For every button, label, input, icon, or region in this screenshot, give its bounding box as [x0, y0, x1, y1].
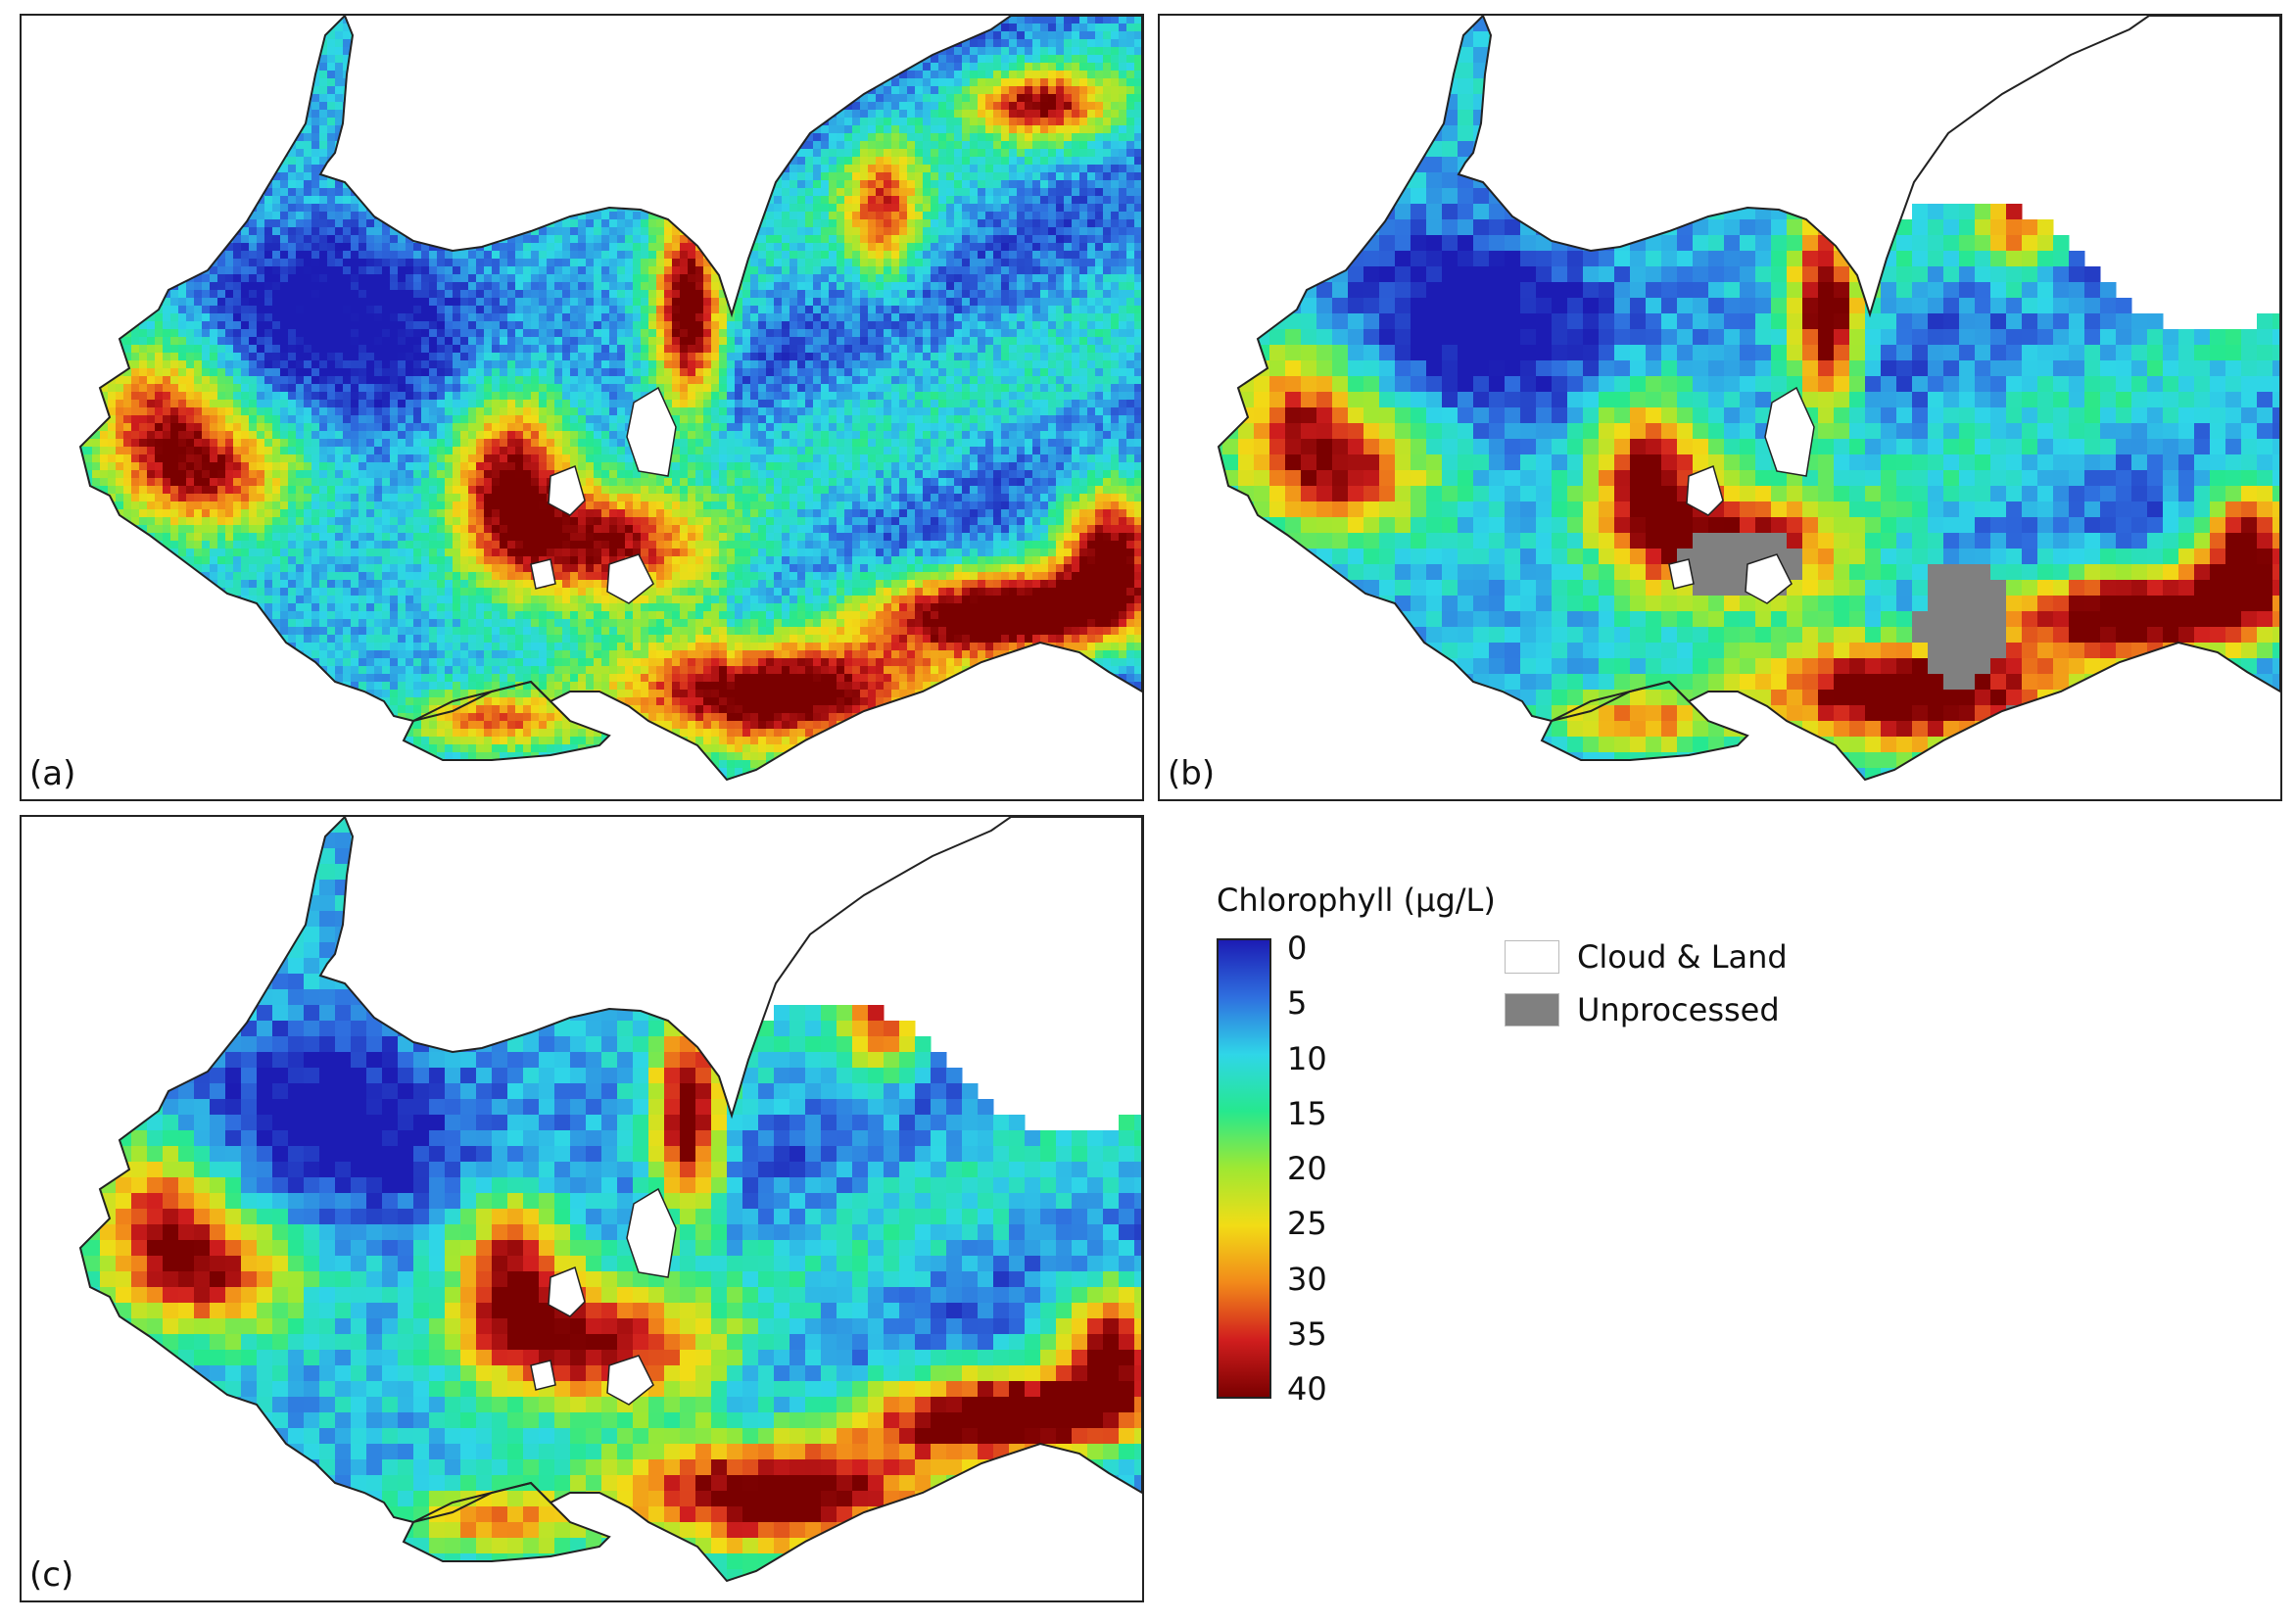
chlorophyll-raster-a [80, 16, 1142, 780]
colorbar-tick-20: 20 [1287, 1153, 1327, 1184]
lake-shoreline [78, 16, 1142, 782]
colorbar-tick-10: 10 [1287, 1043, 1327, 1074]
unprocessed-label: Unprocessed [1577, 991, 1780, 1028]
island-3 [606, 553, 654, 604]
chlorophyll-raster-c [80, 817, 1142, 1581]
chlorophyll-raster-b [1219, 16, 2280, 780]
legend-title: Chlorophyll (µg/L) [1217, 882, 1496, 919]
island-4 [530, 1360, 556, 1391]
cloud-land-swatch [1505, 940, 1559, 974]
island-3 [1745, 553, 1793, 604]
colorbar-tick-15: 15 [1287, 1098, 1327, 1129]
island-4 [530, 558, 556, 590]
panel-label-b: (b) [1168, 754, 1215, 793]
panel-label-c: (c) [29, 1555, 73, 1595]
map-panel-c: (c) [20, 815, 1144, 1602]
legend-key-cloud-land: Cloud & Land [1505, 938, 1788, 976]
colorbar-tick-35: 35 [1287, 1318, 1327, 1350]
panel-label-a: (a) [29, 754, 75, 793]
island-2 [548, 1265, 586, 1317]
bay-shoreline [1540, 680, 1749, 761]
map-legend: Chlorophyll (µg/L) 0 5 10 15 20 25 30 35 40 Clou… [1213, 882, 1898, 1430]
lake-shoreline [1217, 16, 2280, 782]
chlorophyll-map-a [78, 16, 1142, 782]
island-2 [548, 464, 586, 516]
colorbar-tick-5: 5 [1287, 987, 1307, 1019]
island-3 [606, 1355, 654, 1406]
cloud-land-label: Cloud & Land [1577, 938, 1788, 976]
chlorophyll-map-b [1217, 16, 2280, 782]
chlorophyll-map-c [78, 817, 1142, 1583]
map-panel-a: (a) [20, 14, 1144, 801]
island-2 [1686, 464, 1724, 516]
island-1 [626, 386, 677, 477]
unprocessed-swatch [1505, 993, 1559, 1026]
colorbar-tick-0: 0 [1287, 932, 1307, 964]
legend-key-unprocessed: Unprocessed [1505, 991, 1780, 1028]
island-1 [626, 1187, 677, 1278]
colorbar-tick-30: 30 [1287, 1264, 1327, 1295]
map-panel-b: (b) [1158, 14, 2282, 801]
bay-shoreline [402, 680, 611, 761]
bay-shoreline [402, 1481, 611, 1562]
colorbar-tick-40: 40 [1287, 1373, 1327, 1405]
island-1 [1764, 386, 1815, 477]
island-4 [1668, 558, 1695, 590]
lake-shoreline [78, 817, 1142, 1583]
colorbar [1217, 938, 1271, 1399]
colorbar-tick-25: 25 [1287, 1208, 1327, 1239]
